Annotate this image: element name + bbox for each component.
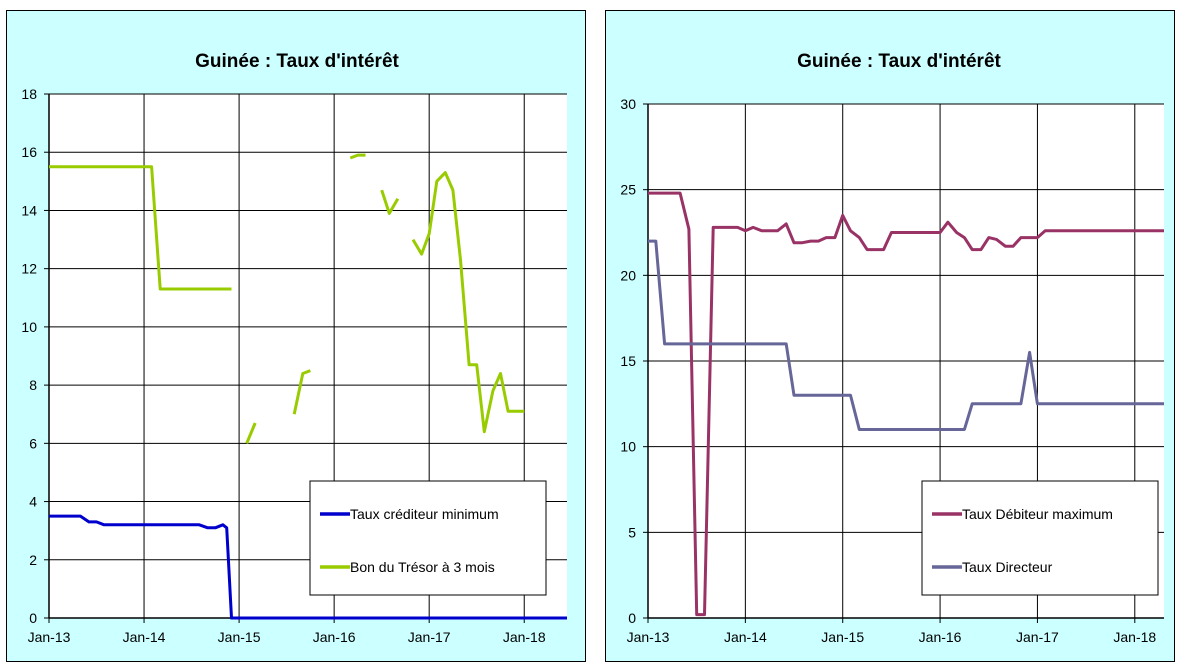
x-tick-label: Jan-15 xyxy=(218,629,261,645)
y-tick-label: 30 xyxy=(620,96,636,112)
y-tick-label: 0 xyxy=(29,610,37,626)
chart-title: Guinée : Taux d'intérêt xyxy=(195,51,399,72)
chart-panel-left: Guinée : Taux d'intérêt 0 2 4 6 8 10 12 14 16 18 Ja… xyxy=(6,10,586,662)
x-tick-label: Jan-14 xyxy=(123,629,166,645)
y-tick-label: 0 xyxy=(628,610,636,626)
series-line-2 xyxy=(648,239,1164,431)
y-tick-label: 4 xyxy=(29,494,37,510)
legend-label-1: Taux Débiteur maximum xyxy=(962,506,1113,522)
chart-left: Guinée : Taux d'intérêt 0 2 4 6 8 10 12 14 16 18 Ja… xyxy=(21,51,567,645)
legend-label-2: Taux Directeur xyxy=(962,559,1053,575)
y-tick-label: 5 xyxy=(628,524,636,540)
chart-panel-right: Guinée : Taux d'intérêt 0 5 10 15 20 25 30 Jan-1… xyxy=(605,10,1175,662)
x-tick-label: Jan-18 xyxy=(1113,629,1156,645)
y-tick-label: 16 xyxy=(21,144,37,160)
series-line-2-segment-4 xyxy=(349,153,366,160)
x-tick-label: Jan-18 xyxy=(503,629,546,645)
x-tick-label: Jan-17 xyxy=(408,629,451,645)
x-tick-label: Jan-17 xyxy=(1016,629,1059,645)
y-tick-label: 2 xyxy=(29,552,37,568)
series-line-2-segment-2 xyxy=(245,422,257,444)
legend-label-2: Bon du Trésor à 3 mois xyxy=(350,559,495,575)
y-tick-label: 12 xyxy=(21,261,37,277)
y-tick-label: 6 xyxy=(29,435,37,451)
legend-box xyxy=(309,480,547,596)
x-tick-label: Jan-15 xyxy=(821,629,864,645)
chart-right: Guinée : Taux d'intérêt 0 5 10 15 20 25 30 Jan-1… xyxy=(620,51,1164,645)
x-tick-label: Jan-16 xyxy=(919,629,962,645)
series-line-2-segment-6 xyxy=(411,171,525,434)
legend-box xyxy=(921,480,1159,596)
chart-title: Guinée : Taux d'intérêt xyxy=(797,51,1001,72)
x-tick-label: Jan-16 xyxy=(313,629,356,645)
series-line-2-segment-1 xyxy=(49,165,232,291)
x-tick-label: Jan-13 xyxy=(28,629,71,645)
y-tick-label: 15 xyxy=(620,353,636,369)
series-line-2-segment-5 xyxy=(380,189,400,215)
x-tick-label: Jan-13 xyxy=(627,629,670,645)
y-tick-label: 10 xyxy=(21,319,37,335)
series-line-2-segment-3 xyxy=(292,369,311,415)
y-tick-label: 14 xyxy=(21,202,37,218)
y-tick-label: 10 xyxy=(620,439,636,455)
x-tick-label: Jan-14 xyxy=(724,629,767,645)
legend-label-1: Taux créditeur minimum xyxy=(350,506,499,522)
y-tick-label: 25 xyxy=(620,182,636,198)
y-tick-label: 20 xyxy=(620,267,636,283)
series-line-1 xyxy=(49,514,567,620)
y-tick-label: 18 xyxy=(21,86,37,102)
series-line-1 xyxy=(648,191,1164,617)
y-tick-label: 8 xyxy=(29,377,37,393)
